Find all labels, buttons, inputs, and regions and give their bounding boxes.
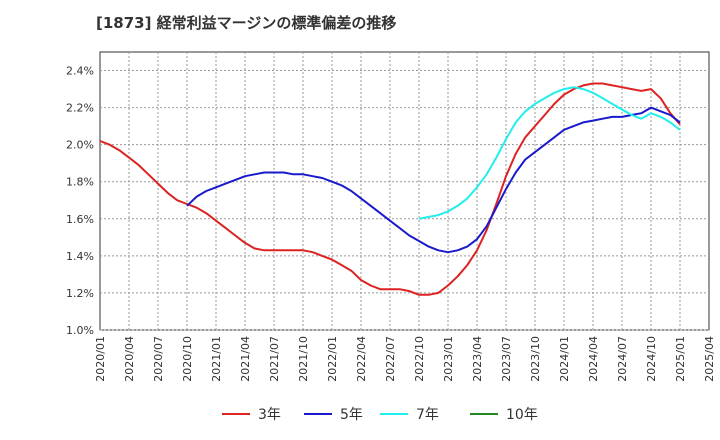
series-lines (99, 82, 681, 296)
x-tick-label: 2020/10 (181, 336, 194, 382)
x-tick-label: 2020/01 (94, 336, 107, 382)
x-tick-label: 2022/04 (355, 336, 368, 382)
grid-lines (100, 52, 709, 331)
x-axis-ticks: 2020/01 2020/04 2020/07 2020/10 2021/01 2021/… (94, 336, 716, 382)
legend: 3年 5年 7年 10年 (222, 407, 538, 423)
x-tick-label: 2023/10 (529, 336, 542, 382)
legend-label: 7年 (416, 407, 439, 423)
legend-label: 5年 (340, 407, 363, 423)
x-tick-label: 2021/01 (210, 336, 223, 382)
x-tick-label: 2020/04 (123, 336, 136, 382)
y-tick-label: 1.2% (66, 287, 94, 300)
x-tick-label: 2021/07 (268, 336, 281, 382)
y-tick-label: 2.2% (66, 102, 94, 115)
series-line (186, 106, 681, 254)
x-tick-label: 2023/04 (471, 336, 484, 382)
x-tick-label: 2021/04 (239, 336, 252, 382)
x-tick-label: 2023/07 (500, 336, 513, 382)
legend-label: 3年 (258, 407, 281, 423)
x-tick-label: 2024/10 (645, 336, 658, 382)
chart-title: [1873] 経常利益マージンの標準偏差の推移 (96, 14, 397, 32)
x-tick-label: 2024/07 (616, 336, 629, 382)
x-tick-label: 2025/01 (674, 336, 687, 382)
x-tick-label: 2022/07 (384, 336, 397, 382)
y-tick-label: 2.4% (66, 65, 94, 78)
y-tick-label: 1.4% (66, 250, 94, 263)
x-tick-label: 2022/01 (326, 336, 339, 382)
x-tick-label: 2025/04 (703, 336, 716, 382)
series-line (99, 82, 681, 296)
x-tick-label: 2023/01 (442, 336, 455, 382)
x-tick-label: 2022/10 (413, 336, 426, 382)
x-tick-label: 2020/07 (152, 336, 165, 382)
x-tick-label: 2024/04 (587, 336, 600, 382)
y-tick-label: 1.0% (66, 324, 94, 337)
y-tick-label: 1.8% (66, 176, 94, 189)
x-tick-label: 2021/10 (297, 336, 310, 382)
series-line (418, 86, 681, 220)
y-tick-label: 2.0% (66, 139, 94, 152)
y-tick-label: 1.6% (66, 213, 94, 226)
y-axis-ticks: 1.0% 1.2% 1.4% 1.6% 1.8% 2.0% 2.2% 2.4% (66, 65, 94, 337)
legend-label: 10年 (506, 407, 538, 423)
plot-area (99, 51, 710, 331)
x-tick-label: 2024/01 (558, 336, 571, 382)
